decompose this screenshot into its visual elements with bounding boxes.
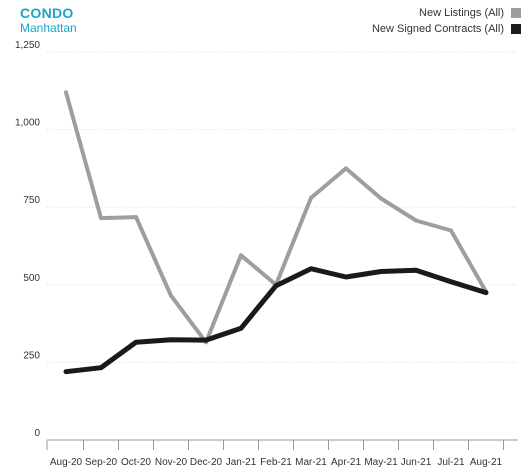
- data-point-listings-10: [414, 218, 418, 223]
- x-tick-label-0: Aug-20: [50, 457, 83, 468]
- y-tick-label-2: 500: [23, 273, 40, 284]
- data-point-listings-9: [379, 196, 383, 201]
- data-point-contracts-8: [344, 275, 348, 280]
- data-point-contracts-0: [64, 369, 68, 374]
- legend-label-listings: New Listings (All): [419, 7, 504, 19]
- legend-item-contracts: New Signed Contracts (All): [372, 21, 521, 37]
- legend-swatch-listings: [511, 8, 521, 18]
- data-point-contracts-1: [99, 365, 103, 370]
- data-point-contracts-6: [274, 283, 278, 288]
- y-tick-label-3: 750: [23, 195, 40, 206]
- x-tick-label-4: Dec-20: [190, 457, 223, 468]
- data-point-contracts-10: [414, 268, 418, 273]
- data-point-contracts-2: [134, 340, 138, 345]
- data-point-contracts-11: [449, 279, 453, 284]
- data-point-listings-1: [99, 216, 103, 221]
- x-tick-label-11: Jul-21: [437, 457, 465, 468]
- legend-label-contracts: New Signed Contracts (All): [371, 23, 504, 35]
- data-point-listings-2: [134, 215, 138, 220]
- x-tick-label-1: Sep-20: [85, 457, 118, 468]
- chart-title: CONDO: [20, 5, 74, 21]
- data-point-contracts-4: [204, 338, 208, 343]
- x-tick-label-8: Apr-21: [331, 457, 361, 468]
- legend: New Listings (All) New Signed Contracts …: [372, 5, 521, 37]
- data-point-contracts-3: [169, 337, 173, 342]
- legend-item-listings: New Listings (All): [372, 5, 521, 21]
- data-point-contracts-5: [239, 326, 243, 331]
- x-tick-label-3: Nov-20: [155, 457, 188, 468]
- y-tick-label-5: 1,250: [15, 40, 40, 51]
- y-tick-label-0: 0: [34, 428, 40, 439]
- data-point-listings-0: [64, 90, 68, 95]
- x-tick-label-6: Feb-21: [260, 457, 292, 468]
- x-tick-label-12: Aug-21: [470, 457, 503, 468]
- x-tick-label-10: Jun-21: [401, 457, 432, 468]
- data-point-listings-5: [239, 253, 243, 258]
- x-tick-label-9: May-21: [364, 457, 398, 468]
- data-point-contracts-7: [309, 266, 313, 271]
- data-point-listings-11: [449, 228, 453, 233]
- data-point-listings-7: [309, 195, 313, 200]
- x-tick-label-2: Oct-20: [121, 457, 151, 468]
- x-tick-label-7: Mar-21: [295, 457, 327, 468]
- data-point-listings-3: [169, 293, 173, 298]
- chart-subtitle: Manhattan: [20, 21, 77, 35]
- y-tick-label-4: 1,000: [15, 118, 40, 129]
- legend-swatch-contracts: [511, 24, 521, 34]
- data-point-contracts-12: [484, 290, 488, 295]
- data-point-listings-8: [344, 166, 348, 171]
- y-tick-label-1: 250: [23, 350, 40, 361]
- data-point-contracts-9: [379, 269, 383, 274]
- x-tick-label-5: Jan-21: [226, 457, 257, 468]
